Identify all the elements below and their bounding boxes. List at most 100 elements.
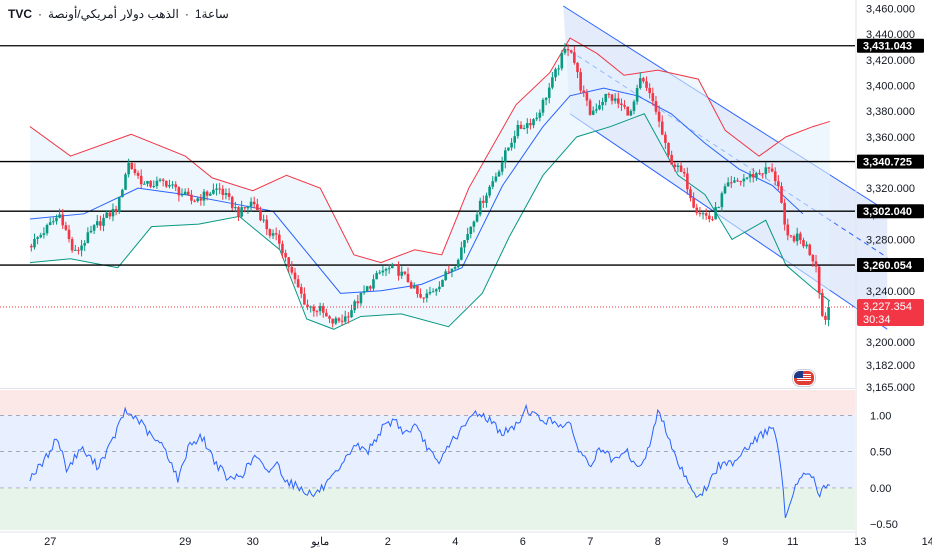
candle-body <box>497 171 501 177</box>
time-tick-label: 2 <box>385 536 391 548</box>
candle-body <box>149 180 152 187</box>
candle-body <box>604 93 608 102</box>
candle-body <box>601 101 604 106</box>
candle-body <box>92 225 96 231</box>
candle-body <box>626 106 630 116</box>
time-tick-label: 7 <box>587 536 593 548</box>
candle-body <box>221 188 225 195</box>
level-price-label: 3,431.043 <box>863 41 912 53</box>
candle-body <box>237 207 240 217</box>
candle-body <box>102 217 105 226</box>
candle-body <box>676 165 680 167</box>
candle-body <box>39 234 43 238</box>
candle-body <box>334 318 338 324</box>
candle-body <box>45 224 49 234</box>
candle-body <box>742 178 746 182</box>
candle-body <box>708 215 711 220</box>
candle-body <box>105 212 108 218</box>
candle-body <box>64 225 68 230</box>
candle-body <box>623 105 626 107</box>
time-tick-label: 6 <box>520 536 526 548</box>
price-tick-label: 3,240.000 <box>866 286 915 298</box>
candle-body <box>318 306 322 312</box>
candle-body <box>196 198 200 202</box>
candle-body <box>161 179 165 181</box>
candle-body <box>642 78 645 82</box>
candle-body <box>378 272 382 274</box>
candle-body <box>573 52 576 63</box>
candle-body <box>365 286 369 292</box>
candle-body <box>409 282 413 289</box>
candle-body <box>645 81 648 88</box>
interval-label[interactable]: 1ساعة <box>194 7 229 21</box>
price-tick-label: 3,400.000 <box>866 81 915 93</box>
candle-body <box>478 200 482 215</box>
candle-body <box>535 117 538 120</box>
candle-body <box>660 121 664 135</box>
oscillator-line <box>29 403 831 519</box>
candle-body <box>799 233 802 240</box>
candle-body <box>70 239 74 251</box>
time-tick-label: 11 <box>787 536 798 548</box>
level-price-badge <box>857 38 924 53</box>
candle-body <box>108 212 112 217</box>
candle-body <box>284 252 287 258</box>
candle-body <box>340 320 344 322</box>
candle-body <box>337 318 341 321</box>
channel-upper-line <box>562 5 888 212</box>
candle-body <box>406 273 410 283</box>
candle-body <box>77 249 80 251</box>
candle-body <box>541 99 545 113</box>
candle-body <box>111 208 115 217</box>
candle-body <box>193 200 196 202</box>
candle-body <box>824 315 827 320</box>
level-price-label: 3,340.725 <box>863 157 912 169</box>
candle-body <box>632 101 636 111</box>
candle-body <box>325 312 328 317</box>
level-price-badge <box>857 154 924 169</box>
candle-body <box>130 162 134 170</box>
bollinger-lower-line <box>29 113 831 330</box>
candle-body <box>177 187 181 196</box>
candle-body <box>293 272 297 280</box>
candle-body <box>290 267 294 273</box>
chart-header: TVC · الذهب دولار أمريكي/أونصة · 1ساعة <box>8 6 229 22</box>
candle-body <box>664 134 667 143</box>
candle-body <box>369 286 372 289</box>
candle-body <box>767 167 771 169</box>
candle-body <box>777 181 780 187</box>
candle-body <box>582 90 586 93</box>
candle-body <box>648 87 651 94</box>
candle-body <box>616 98 620 104</box>
candle-body <box>171 184 174 186</box>
price-tick-label: 3,182.000 <box>866 360 915 372</box>
us-flag-icon[interactable] <box>793 370 815 386</box>
candle-body <box>246 206 250 209</box>
candle-body <box>569 50 573 53</box>
candle-body <box>682 171 686 174</box>
candle-body <box>598 105 601 110</box>
price-tick-label: 3,200.000 <box>866 337 915 349</box>
candle-body <box>394 264 397 266</box>
candle-body <box>607 93 611 95</box>
candle-body <box>811 255 815 262</box>
candle-body <box>230 196 234 209</box>
candle-body <box>146 180 149 184</box>
candle-body <box>792 236 796 242</box>
price-tick-label: 3,440.000 <box>866 29 915 41</box>
candle-body <box>795 233 799 242</box>
level-price-badge <box>857 258 924 273</box>
symbol-label[interactable]: TVC <box>8 7 32 21</box>
candle-body <box>281 243 284 253</box>
candle-body <box>136 173 140 176</box>
candle-body <box>519 124 523 129</box>
candle-body <box>764 167 768 174</box>
time-tick-label: 4 <box>452 536 458 548</box>
candle-body <box>560 52 564 69</box>
candle-body <box>729 182 733 184</box>
header-separator: · <box>38 7 42 21</box>
candle-body <box>538 112 542 118</box>
candle-body <box>475 214 479 222</box>
